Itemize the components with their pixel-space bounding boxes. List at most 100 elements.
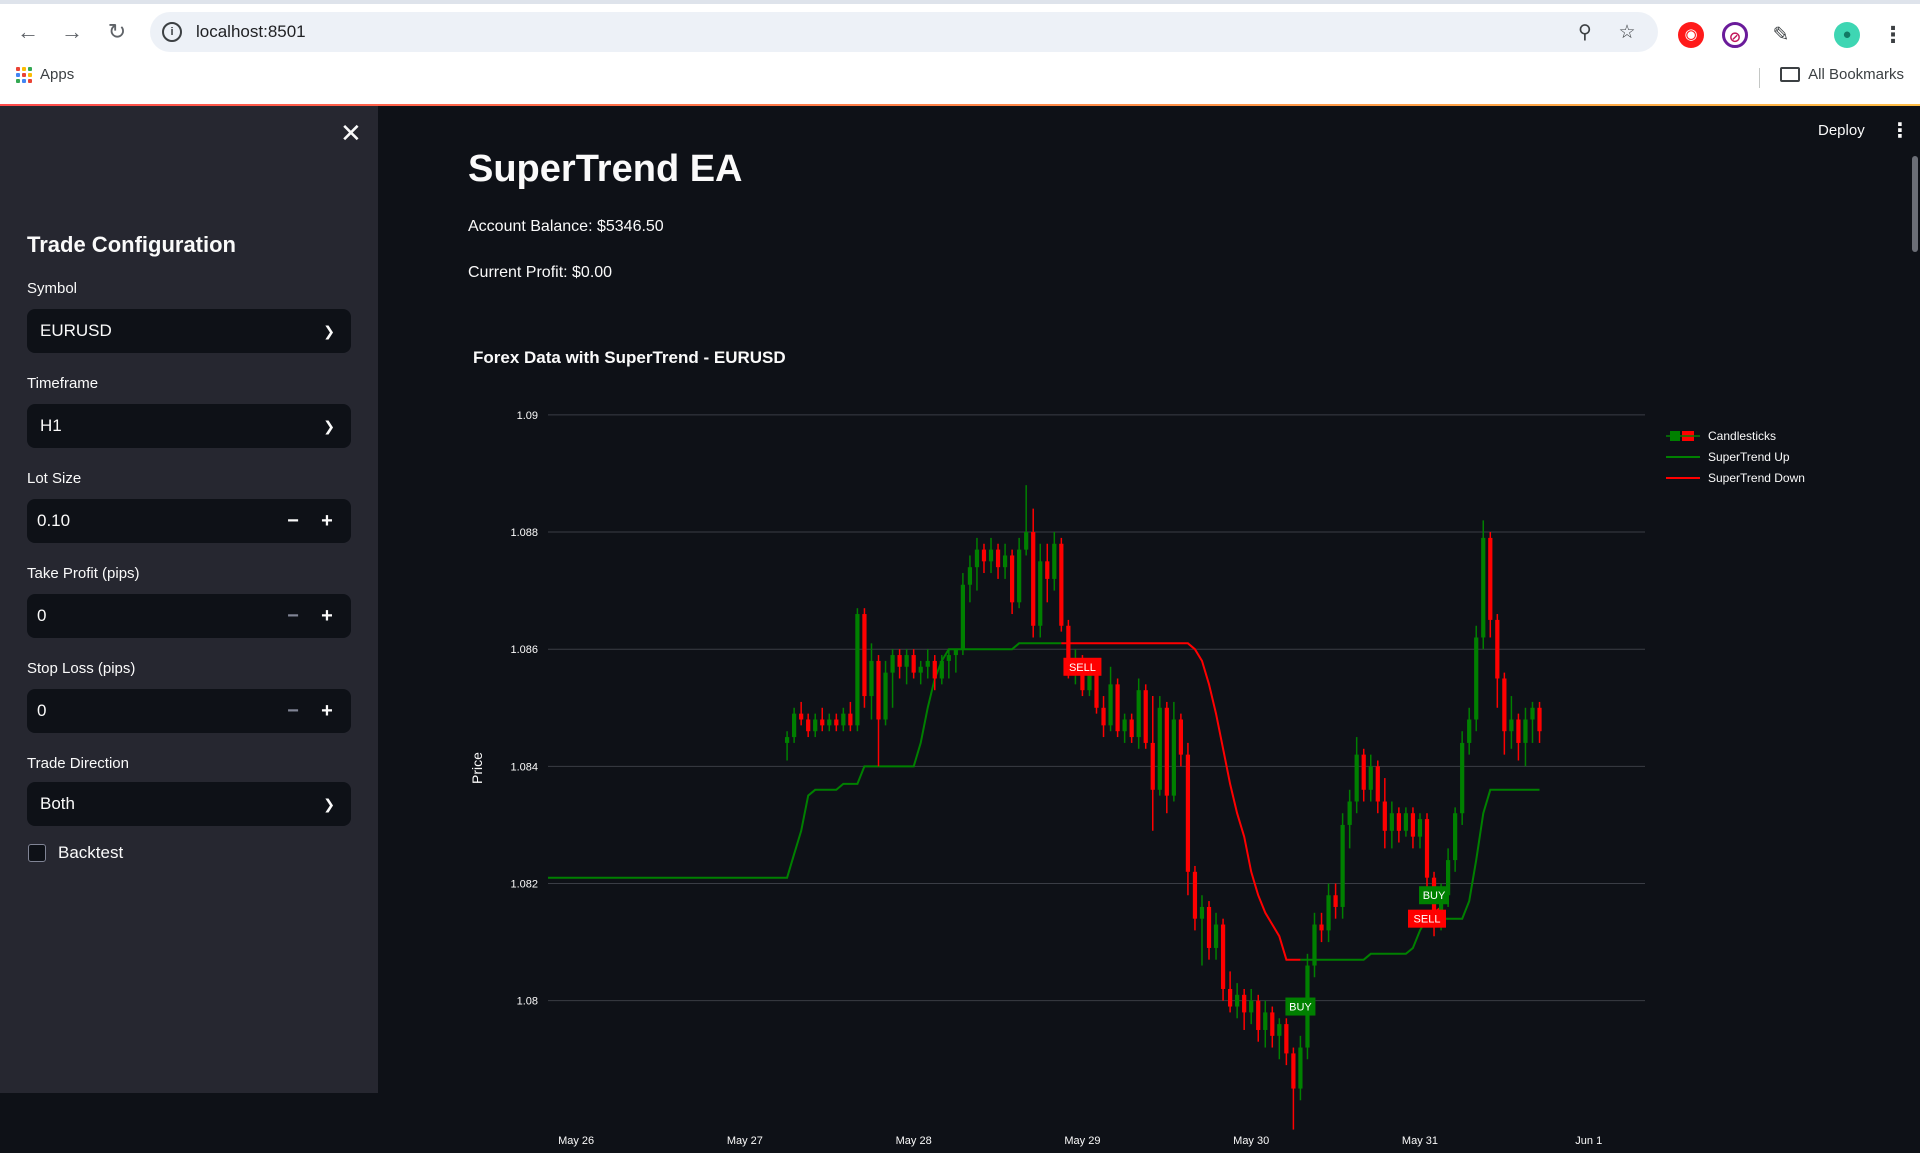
take-profit-input[interactable]: 0 − + xyxy=(27,594,351,638)
address-bar[interactable]: i localhost:8501 ⚲ ☆ xyxy=(150,12,1658,52)
candle-body xyxy=(897,655,902,667)
supertrend-up-line xyxy=(548,642,1062,879)
take-profit-decrement-button[interactable]: − xyxy=(287,605,299,627)
candle-body xyxy=(1143,690,1148,743)
candlestick xyxy=(1523,707,1528,767)
forward-icon[interactable]: → xyxy=(61,19,83,44)
candlestick xyxy=(1277,1018,1282,1060)
candlestick xyxy=(1326,883,1331,943)
candle-body xyxy=(820,719,825,726)
candlestick xyxy=(1382,778,1387,849)
legend-item: Candlesticks xyxy=(1666,429,1776,443)
bookmark-separator xyxy=(1759,68,1760,88)
candlestick xyxy=(1396,807,1401,843)
stop-loss-label: Stop Loss (pips) xyxy=(27,660,136,677)
candle-body xyxy=(1017,549,1022,603)
candlestick xyxy=(1164,701,1169,814)
y-tick-label: 1.086 xyxy=(510,644,538,656)
site-info-icon[interactable]: i xyxy=(162,22,182,42)
legend-item: SuperTrend Up xyxy=(1666,450,1790,464)
candle-body xyxy=(932,660,937,679)
candlestick xyxy=(1052,532,1057,591)
symbol-select[interactable]: EURUSD ❯ xyxy=(27,309,351,353)
candlestick xyxy=(1038,543,1043,638)
timeframe-select[interactable]: H1 ❯ xyxy=(27,404,351,448)
stop-loss-decrement-button[interactable]: − xyxy=(287,700,299,722)
candle-body xyxy=(1453,813,1458,861)
candlestick xyxy=(834,713,839,732)
candle-body xyxy=(995,549,1001,568)
lot-size-label: Lot Size xyxy=(27,470,82,487)
candlestick xyxy=(1129,713,1134,743)
sidebar-bottom-spacer xyxy=(0,1093,378,1153)
candlestick xyxy=(1319,912,1324,943)
candlestick xyxy=(1270,1006,1275,1048)
candle-body xyxy=(1312,924,1317,966)
legend-item: SuperTrend Down xyxy=(1666,471,1805,485)
candle-body xyxy=(1396,813,1401,831)
candlestick xyxy=(883,660,888,726)
y-tick-label: 1.082 xyxy=(510,879,538,891)
deploy-button[interactable]: Deploy xyxy=(1818,122,1865,139)
candle-body xyxy=(1227,988,1233,1007)
candlestick xyxy=(799,701,804,726)
bookmark-star-icon[interactable]: ☆ xyxy=(1618,22,1636,43)
lot-size-input[interactable]: 0.10 − + xyxy=(27,499,351,543)
url-text[interactable]: localhost:8501 xyxy=(196,22,306,41)
candlesticks[interactable] xyxy=(784,485,1542,1130)
candlestick xyxy=(890,649,895,708)
candle-body xyxy=(1530,707,1535,720)
candle-body xyxy=(1375,766,1380,802)
candlestick xyxy=(1206,901,1212,960)
stop-loss-increment-button[interactable]: + xyxy=(321,700,333,722)
y-tick-label: 1.088 xyxy=(510,527,538,539)
candlestick xyxy=(1136,678,1141,749)
candle-body xyxy=(918,666,923,673)
candle-body xyxy=(1213,924,1219,948)
chart-legend[interactable]: Candlesticks SuperTrend Up SuperTrend Down xyxy=(1666,429,1805,485)
candle-body xyxy=(1157,707,1162,790)
stop-loss-value[interactable]: 0 xyxy=(37,701,47,720)
take-profit-increment-button[interactable]: + xyxy=(321,605,333,627)
apps-bookmark[interactable]: Apps xyxy=(16,66,74,83)
candlestick xyxy=(1101,696,1106,738)
all-bookmarks[interactable]: All Bookmarks xyxy=(1780,66,1904,83)
candle-body xyxy=(1291,1053,1296,1089)
candle-body xyxy=(939,660,944,679)
y-axis-ticks: 1.08 1.082 1.084 1.086 1.088 1.09 xyxy=(510,410,538,1008)
blocker-extension-icon[interactable]: ⊘ xyxy=(1722,22,1748,48)
candlestick xyxy=(813,713,818,738)
lot-size-value[interactable]: 0.10 xyxy=(37,511,71,530)
stop-loss-input[interactable]: 0 − + xyxy=(27,689,351,733)
main-menu-icon[interactable]: ⋮ xyxy=(1890,120,1910,142)
sell-signal: SELL xyxy=(1408,909,1447,928)
close-sidebar-icon[interactable]: ✕ xyxy=(340,118,362,148)
lot-size-increment-button[interactable]: + xyxy=(321,510,333,532)
candle-body xyxy=(1220,924,1226,989)
signal-badge xyxy=(1063,657,1102,676)
candle-body xyxy=(1045,561,1050,579)
candle-body xyxy=(1368,766,1373,790)
candle-body xyxy=(862,614,867,697)
candle-body xyxy=(869,660,874,697)
reload-icon[interactable]: ↻ xyxy=(107,19,127,44)
extensions-icon[interactable]: ✎ xyxy=(1772,24,1790,46)
trade-direction-select[interactable]: Both ❯ xyxy=(27,782,351,826)
adblock-extension-icon[interactable]: ◉ xyxy=(1678,22,1704,48)
zoom-icon[interactable]: ⚲ xyxy=(1578,22,1592,43)
backtest-checkbox[interactable] xyxy=(28,844,46,862)
candlestick xyxy=(1516,713,1521,761)
back-icon[interactable]: ← xyxy=(17,19,39,44)
x-tick-label: May 29 xyxy=(1064,1135,1100,1147)
profile-avatar[interactable]: ● xyxy=(1834,22,1860,48)
backtest-checkbox-row[interactable]: Backtest xyxy=(28,843,123,863)
candle-body xyxy=(1319,924,1324,931)
signal-label: BUY xyxy=(1289,1002,1312,1014)
browser-menu-icon[interactable]: ⋮ xyxy=(1882,22,1904,47)
take-profit-value[interactable]: 0 xyxy=(37,606,47,625)
candle-body xyxy=(960,584,966,650)
candle-body xyxy=(1410,813,1416,837)
page-scrollbar[interactable] xyxy=(1912,156,1918,252)
candlestick xyxy=(1488,532,1493,638)
lot-size-decrement-button[interactable]: − xyxy=(287,510,299,532)
